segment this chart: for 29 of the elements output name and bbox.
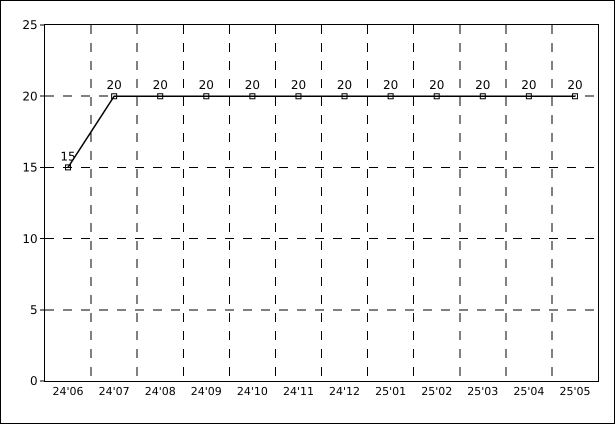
x-tick-label: 25'01 <box>375 385 406 398</box>
data-label: 20 <box>429 78 444 92</box>
y-tick-label: 25 <box>22 18 38 32</box>
x-tick-label: 25'02 <box>421 385 452 398</box>
data-label: 20 <box>198 78 214 92</box>
data-label: 20 <box>336 78 352 92</box>
x-tick-label: 25'05 <box>559 385 590 398</box>
x-tick-label: 24'09 <box>190 385 222 398</box>
x-tick-label: 24'11 <box>282 385 314 398</box>
y-tick-label: 20 <box>22 89 38 104</box>
data-label: 20 <box>244 78 260 92</box>
data-label: 20 <box>106 78 122 92</box>
y-tick-label: 0 <box>30 374 38 388</box>
y-tick-label: 5 <box>30 303 38 317</box>
y-tick-label: 15 <box>22 160 38 175</box>
x-tick-label: 24'06 <box>52 385 84 398</box>
data-label: 20 <box>290 78 306 92</box>
data-label: 20 <box>152 78 168 92</box>
data-label: 20 <box>475 78 490 92</box>
data-label: 20 <box>567 78 583 92</box>
x-tick-label: 24'07 <box>98 385 130 398</box>
x-tick-label: 24'12 <box>329 385 360 398</box>
y-tick-label: 10 <box>22 232 38 246</box>
data-label: 20 <box>382 78 398 92</box>
x-tick-label: 24'10 <box>236 385 268 398</box>
x-tick-label: 25'04 <box>513 385 544 398</box>
data-label: 20 <box>521 78 537 92</box>
x-tick-label: 25'03 <box>467 385 498 398</box>
x-tick-label: 24'08 <box>144 385 176 398</box>
